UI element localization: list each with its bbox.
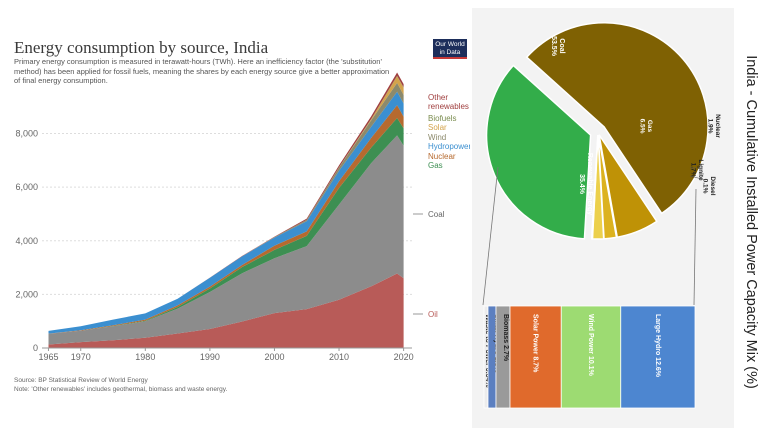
area-coal[interactable] bbox=[48, 135, 404, 345]
bar-label-text: Large Hydro 12.6% bbox=[654, 314, 661, 378]
legend-label: Gas bbox=[428, 161, 443, 170]
pie-label-text: 6.5% bbox=[639, 119, 646, 134]
bar-segment-large-hydro[interactable] bbox=[620, 305, 696, 409]
area-chart: 0 2,000 4,000 6,000 8,000 1965 1970 1980 1990 200… bbox=[15, 72, 470, 362]
legend-label: Coal bbox=[428, 210, 445, 219]
pie-label-text: 53.5% bbox=[550, 36, 557, 57]
logo-line: in Data bbox=[439, 48, 461, 56]
subtitle-line: Primary energy consumption is measured i… bbox=[14, 57, 382, 66]
x-tick-label: 1990 bbox=[200, 352, 220, 362]
x-tick-label: 2020 bbox=[394, 352, 414, 362]
x-tick-label: 2000 bbox=[264, 352, 284, 362]
connector-line bbox=[693, 188, 697, 306]
x-tick-label: 2010 bbox=[329, 352, 349, 362]
bar-label: Large Hydro 12.6% bbox=[654, 314, 661, 378]
legend-label: Hydropower bbox=[428, 142, 470, 151]
legend-label: Nuclear bbox=[428, 152, 456, 161]
y-tick-label: 8,000 bbox=[15, 129, 38, 139]
bar-segment-solar-power[interactable] bbox=[509, 305, 562, 409]
y-tick-label: 2,000 bbox=[15, 289, 38, 299]
pie-label-text: Gas bbox=[646, 120, 653, 133]
vertical-title-strip bbox=[734, 0, 768, 433]
subtitle-line: of final energy consumption. bbox=[14, 76, 108, 85]
connector-line bbox=[482, 166, 499, 306]
y-tick-label: 6,000 bbox=[15, 182, 38, 192]
bar-label-text: Wind Power 10.1% bbox=[587, 314, 594, 377]
pie-label-text: 35.4% bbox=[578, 174, 585, 195]
pie-label-text: Nuclear bbox=[714, 114, 721, 138]
pie-label-text: Lignite bbox=[697, 159, 704, 181]
y-tick-label: 4,000 bbox=[15, 236, 38, 246]
logo-line: Our World bbox=[435, 41, 465, 48]
bar-label: Waste to Power 0.04% bbox=[484, 314, 491, 388]
legend-label: Oil bbox=[428, 310, 438, 319]
pie-label-text: Renewable Energy bbox=[586, 153, 593, 215]
area-oil[interactable] bbox=[48, 273, 404, 349]
legend-label: renewables bbox=[428, 102, 469, 111]
our-world-in-data-logo[interactable]: Our World in Data bbox=[433, 39, 467, 59]
pie-slice-gas[interactable] bbox=[598, 134, 658, 239]
source-note: Source: BP Statistical Review of World E… bbox=[14, 377, 148, 384]
x-tick-label: 1970 bbox=[71, 352, 91, 362]
bar-label: Wind Power 10.1% bbox=[587, 314, 594, 377]
bar-label: Biomass 2.7% bbox=[502, 314, 509, 362]
legend-label: Solar bbox=[428, 123, 447, 132]
subtitle-line: method) has been applied for fossil fuel… bbox=[14, 66, 390, 76]
y-tick-label: 0 bbox=[33, 343, 38, 353]
pie-label-text: Coal bbox=[558, 38, 565, 53]
legend-label: Other bbox=[428, 93, 448, 102]
pie-leader bbox=[689, 175, 707, 181]
chart-title: Energy consumption by source, India bbox=[14, 38, 269, 57]
bar-label-text: Biomass 2.7% bbox=[502, 314, 509, 362]
bar-label-text: Solar Power 8.7% bbox=[532, 314, 539, 373]
pie-label-text: Diesel bbox=[709, 176, 716, 195]
pie-label-text: 0.1% bbox=[702, 179, 709, 194]
footnote: Note: 'Other renewables' includes geothe… bbox=[14, 386, 228, 393]
pie-slice-diesel[interactable] bbox=[590, 134, 599, 240]
pie-label-text: 1.7% bbox=[690, 163, 697, 178]
x-tick-label: 1965 bbox=[38, 352, 58, 362]
chart-subtitle: Primary energy consumption is measured i… bbox=[14, 57, 419, 86]
x-tick-label: 1980 bbox=[135, 352, 155, 362]
pie-slice-coal[interactable] bbox=[525, 22, 709, 215]
bar-label: Solar Power 8.7% bbox=[532, 314, 539, 373]
legend-label: Wind bbox=[428, 133, 446, 142]
legend-label: Biofuels bbox=[428, 114, 456, 123]
pie-label-text: 1.9% bbox=[707, 119, 714, 134]
pie-slice-renewable-energy[interactable] bbox=[485, 64, 592, 240]
bar-segment-wind-power[interactable] bbox=[560, 305, 622, 409]
bar-label-text: Waste to Power 0.04% bbox=[484, 314, 491, 388]
